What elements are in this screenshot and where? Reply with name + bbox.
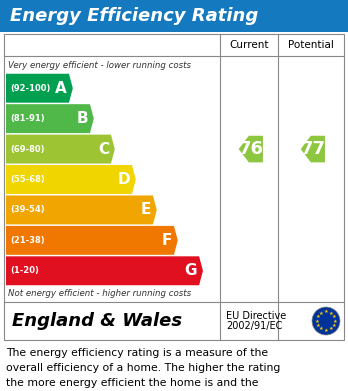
Text: (1-20): (1-20) <box>10 266 39 275</box>
Text: overall efficiency of a home. The higher the rating: overall efficiency of a home. The higher… <box>6 363 280 373</box>
Text: A: A <box>55 81 67 96</box>
Text: G: G <box>184 263 197 278</box>
Bar <box>4 34 344 340</box>
Text: The energy efficiency rating is a measure of the: The energy efficiency rating is a measur… <box>6 348 268 358</box>
Text: B: B <box>76 111 88 126</box>
Text: ★: ★ <box>324 328 329 333</box>
Text: 76: 76 <box>238 140 263 158</box>
Text: (69-80): (69-80) <box>10 145 45 154</box>
Text: E: E <box>141 203 151 217</box>
Text: Not energy efficient - higher running costs: Not energy efficient - higher running co… <box>8 289 191 298</box>
Text: 2002/91/EC: 2002/91/EC <box>226 321 282 331</box>
Polygon shape <box>6 74 73 103</box>
Text: ★: ★ <box>333 319 338 323</box>
Text: the more energy efficient the home is and the: the more energy efficient the home is an… <box>6 378 259 388</box>
Circle shape <box>312 307 340 335</box>
Polygon shape <box>6 165 136 194</box>
Text: ★: ★ <box>315 319 319 323</box>
Text: ★: ★ <box>328 310 333 316</box>
Text: (92-100): (92-100) <box>10 84 50 93</box>
Text: England & Wales: England & Wales <box>12 312 182 330</box>
Text: ★: ★ <box>324 309 329 314</box>
Text: ★: ★ <box>319 326 324 332</box>
Text: ★: ★ <box>316 323 321 328</box>
Polygon shape <box>239 136 263 162</box>
Text: ★: ★ <box>332 323 336 328</box>
Text: ★: ★ <box>316 314 321 319</box>
Polygon shape <box>6 196 157 224</box>
Text: (81-91): (81-91) <box>10 114 45 123</box>
Text: C: C <box>98 142 109 156</box>
Text: ★: ★ <box>319 310 324 316</box>
Text: F: F <box>161 233 172 248</box>
Text: (39-54): (39-54) <box>10 205 45 214</box>
Text: Very energy efficient - lower running costs: Very energy efficient - lower running co… <box>8 61 191 70</box>
Text: (55-68): (55-68) <box>10 175 45 184</box>
Text: EU Directive: EU Directive <box>226 311 286 321</box>
Text: (21-38): (21-38) <box>10 236 45 245</box>
Polygon shape <box>6 135 115 163</box>
Text: 77: 77 <box>300 140 325 158</box>
Text: ★: ★ <box>328 326 333 332</box>
Polygon shape <box>6 226 178 255</box>
Polygon shape <box>301 136 325 162</box>
Text: ★: ★ <box>332 314 336 319</box>
Polygon shape <box>6 256 203 285</box>
Text: Potential: Potential <box>288 40 334 50</box>
Polygon shape <box>6 104 94 133</box>
Text: D: D <box>117 172 130 187</box>
Text: Current: Current <box>229 40 269 50</box>
Bar <box>0 0 348 32</box>
Text: Energy Efficiency Rating: Energy Efficiency Rating <box>10 7 258 25</box>
